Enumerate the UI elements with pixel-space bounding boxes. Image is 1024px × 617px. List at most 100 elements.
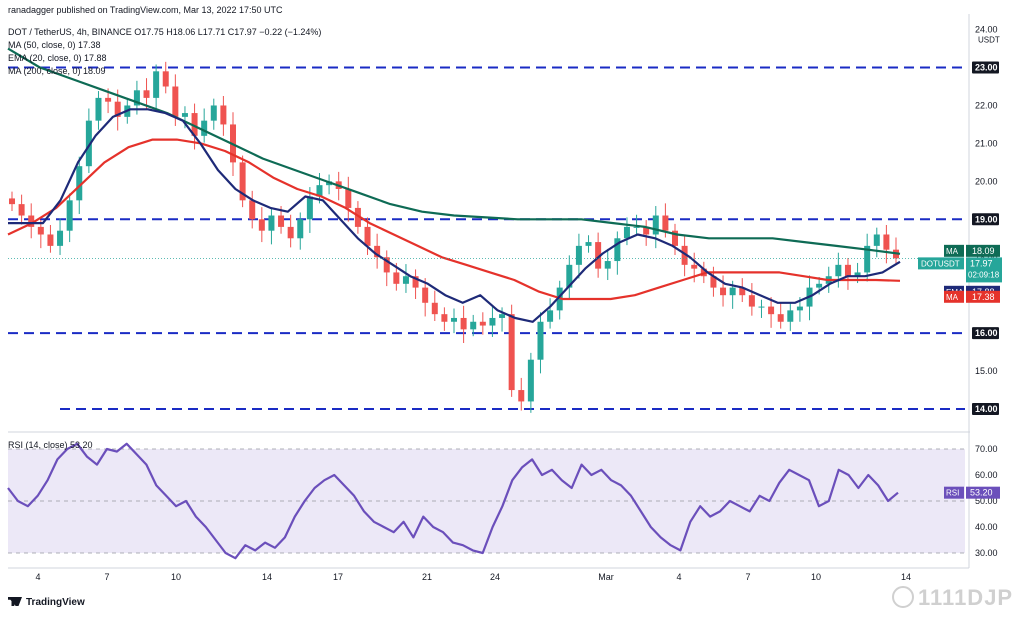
candle-body	[402, 276, 409, 284]
candle-body	[393, 272, 400, 284]
price-tick-label: 21.00	[975, 138, 998, 148]
ticker-badge	[918, 257, 964, 270]
candle-body	[864, 245, 871, 273]
watermark-text: 1111DJP	[918, 585, 1014, 610]
price-tick-label: 19.00	[975, 214, 998, 224]
candle-body	[422, 287, 429, 303]
price-tick-label: 22.00	[975, 100, 998, 110]
candle-body	[95, 97, 102, 121]
candle-body	[748, 295, 755, 307]
rsi-tick-label: 30.00	[975, 548, 998, 558]
candle-body	[374, 245, 381, 258]
candle-body	[547, 310, 554, 322]
candle-body	[614, 238, 621, 262]
indicator-badge-label: MA	[946, 293, 959, 302]
indicator-badge-label: MA	[946, 247, 959, 256]
candle-body	[57, 230, 64, 246]
candle-body	[508, 314, 515, 391]
candle-body	[133, 90, 140, 106]
candle-body	[258, 219, 265, 231]
candle-body	[431, 302, 438, 315]
price-tick-label: 16.00	[975, 328, 998, 338]
time-tick-label: 14	[901, 572, 911, 582]
rsi-legend: RSI (14, close) 53.20	[8, 440, 93, 450]
time-tick-label: 4	[676, 572, 681, 582]
candle-body	[672, 230, 678, 246]
time-tick-label: 7	[104, 572, 109, 582]
candle-body	[114, 101, 121, 117]
ma200-line	[7, 47, 901, 255]
candle-body	[854, 272, 861, 277]
candle-body	[604, 261, 611, 269]
candle-body	[566, 264, 573, 288]
candle-body	[643, 226, 650, 235]
indicator-value: 17.38	[972, 292, 995, 302]
rsi-band	[8, 449, 965, 553]
candle-body	[201, 120, 208, 136]
candle-body	[739, 287, 746, 296]
candle-body	[816, 283, 823, 288]
candle-body	[489, 317, 496, 326]
candle-body	[18, 204, 25, 216]
rsi-tick-label: 50.00	[975, 496, 998, 506]
candle-body	[249, 200, 256, 220]
rsi-value: 53.20	[970, 488, 993, 498]
rsi-badge	[944, 486, 964, 499]
candle-body	[652, 215, 659, 235]
level-price-badge	[972, 403, 999, 416]
candle-body	[441, 314, 448, 322]
candle-body	[691, 264, 698, 269]
candle-body	[268, 215, 275, 231]
rsi-tick-label: 40.00	[975, 522, 998, 532]
candle-body	[383, 257, 390, 273]
rsi-value-badge	[966, 486, 1000, 499]
price-tick-label: 18.00	[975, 252, 998, 262]
candle-body	[316, 185, 323, 197]
ema20-legend: EMA (20, close, 0) 17.88	[8, 53, 107, 63]
last-price-value: 17.97	[970, 258, 993, 268]
candle-body	[470, 321, 477, 330]
indicator-value-badge	[966, 244, 1000, 257]
candle-body	[537, 321, 544, 360]
weibo-icon	[892, 586, 914, 608]
currency-label: USDT	[978, 36, 1000, 45]
indicator-value-badge	[966, 290, 1000, 303]
price-tick-label: 14.00	[975, 404, 998, 414]
time-tick-label: 10	[811, 572, 821, 582]
price-tick-label: 23.00	[975, 63, 998, 73]
candle-body	[873, 234, 880, 246]
candle-body	[172, 86, 179, 117]
candle-body	[451, 317, 457, 322]
candle-body	[796, 306, 803, 311]
candle-countdown: 02:09:18	[968, 270, 1000, 279]
candle-body	[37, 226, 44, 235]
candle-body	[768, 306, 775, 315]
level-price-badge	[972, 213, 999, 226]
candle-body	[105, 97, 112, 102]
tradingview-brand[interactable]: TradingView	[8, 597, 85, 608]
candle-body	[527, 359, 534, 402]
level-price-badge	[972, 61, 999, 74]
time-tick-label: 24	[490, 572, 500, 582]
candle-body	[729, 287, 736, 296]
time-tick-label: 17	[333, 572, 343, 582]
candle-body	[623, 226, 630, 239]
last-price-badge	[966, 257, 1002, 283]
time-tick-label: 4	[35, 572, 40, 582]
candle-body	[479, 321, 486, 326]
candle-body	[47, 234, 54, 246]
indicator-value: 18.09	[972, 246, 995, 256]
candle-body	[76, 166, 83, 201]
candle-body	[758, 306, 765, 308]
candle-body	[354, 207, 361, 227]
indicator-badge	[944, 290, 964, 303]
time-tick-label: 14	[262, 572, 272, 582]
candle-body	[720, 287, 727, 296]
candle-body	[210, 105, 217, 121]
tradingview-label: TradingView	[26, 597, 85, 608]
candle-body	[460, 317, 467, 330]
time-tick-label: Mar	[598, 572, 614, 582]
time-tick-label: 21	[422, 572, 432, 582]
candle-body	[633, 226, 640, 228]
